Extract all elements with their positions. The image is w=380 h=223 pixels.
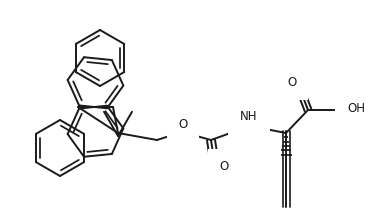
Text: O: O [219, 161, 229, 173]
Text: NH: NH [240, 111, 258, 124]
Text: O: O [178, 118, 188, 130]
Text: O: O [287, 76, 297, 89]
Text: OH: OH [347, 103, 365, 116]
